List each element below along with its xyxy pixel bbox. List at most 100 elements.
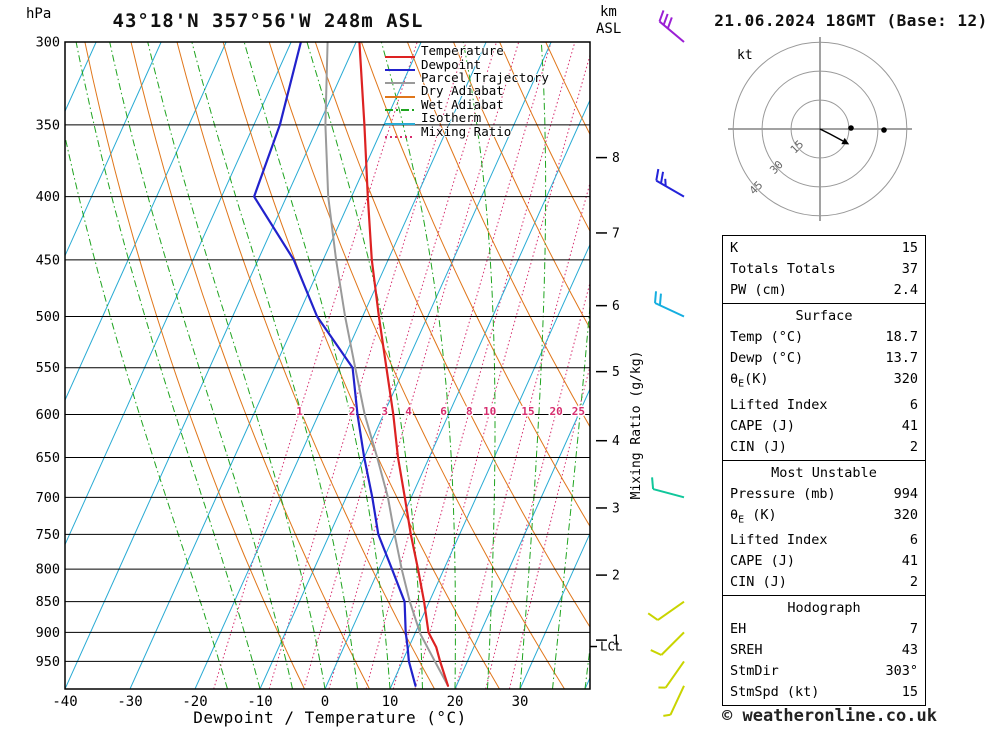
wind-barb [650,631,685,656]
dry-adiabat-line [499,42,590,233]
wind-barb-staff [657,600,685,621]
table-row: Dewp (°C) 13.7 [730,348,918,369]
dry-adiabat-line [453,42,590,330]
pressure-tick-label: 600 [36,407,60,423]
wind-barb-staff [664,660,685,689]
wind-barb-staff [652,488,685,499]
legend-item-dry-adiabat: Dry Adiabat [385,83,549,99]
temp-tick-label: 10 [382,694,399,710]
hodograph-trace [819,128,844,142]
theta-unit: (K) [744,371,769,387]
page-title: 43°18'N 357°56'W 248m ASL [112,10,424,32]
pressure-tick-label: 800 [36,562,60,578]
row-value: 18.7 [885,329,918,345]
temperature-axis-label: Dewpoint / Temperature (°C) [193,708,467,727]
row-value: 41 [901,417,918,434]
mixing-ratio-line [392,42,576,689]
pressure-tick-label: 400 [36,189,60,205]
mixing-ratio-axis-label: Mixing Ratio (g/kg) [629,350,644,500]
legend-swatch-svg [385,95,415,98]
row-value: 2 [909,438,918,455]
wind-barb-tick [660,171,665,184]
pressure-tick-label: 850 [36,594,60,610]
mixing-ratio-line [268,42,467,689]
wind-barb-tick [662,13,669,26]
row-label: EH [730,621,747,638]
theta-symbol: θ [730,371,739,387]
isotherm-line [389,243,590,689]
isotherm-line [194,42,487,689]
table-row: CAPE (J) 41 [730,551,918,572]
row-label: StmDir [730,663,779,680]
hodograph-ring [761,70,879,188]
legend-swatch-dry-adiabat [385,88,415,98]
theta-subscript: E [738,378,745,390]
legend-swatch-svg [385,55,415,58]
legend-item-isotherm: Isotherm [385,110,549,126]
wind-barb-tick [650,649,662,656]
legend-swatch-svg [385,82,415,85]
pressure-tick-label: 450 [36,252,60,268]
legend-swatch-dewpoint [385,61,415,72]
row-label: SREH [730,642,763,659]
isotherm-line [454,387,590,689]
table-row: θE(K) 320 [730,369,918,395]
table-row: Pressure (mb) 994 [730,484,918,505]
wind-barb [658,10,685,43]
row-value: 13.7 [885,350,918,366]
dry-adiabat-line [406,42,590,428]
table-row: CIN (J) 2 [730,437,918,458]
wind-barb [655,168,685,198]
isotherm-line [519,532,590,689]
table-row: Lifted Index 6 [730,395,918,416]
mixing-ratio-line [414,53,590,689]
table-row: θE (K) 320 [730,505,918,531]
wind-barb-tick [663,713,671,717]
pressure-tick-label: 950 [36,654,60,670]
temp-tick-label: -40 [52,694,77,710]
row-label: θE (K) [730,505,777,531]
row-value: 41 [901,553,918,570]
mixing-ratio-line [328,42,520,689]
temperature-curve [358,42,450,687]
table-row: Lifted Index 6 [730,530,918,551]
row-value: 303° [885,663,918,680]
table-row: StmSpd (kt) 15 [730,682,918,703]
km-tick-label: 8 [612,151,620,166]
panel-title: Hodograph [787,600,861,617]
table-row: Temp (°C) 18.7 [730,327,918,348]
dry-adiabat-line [314,42,590,629]
panel-title: Most Unstable [771,464,877,481]
mixing-ratio-label: 25 [572,405,585,418]
pressure-tick-label: 650 [36,450,60,466]
wind-barb-tick [651,477,655,490]
mixing-ratio-label: 4 [405,405,412,418]
pressure-axis-unit: hPa [26,6,52,22]
legend-label: Isotherm [421,110,482,126]
legend-label: Parcel Trajectory [421,69,549,85]
row-value: 6 [909,396,918,413]
hodograph-arrowhead [841,137,850,145]
panel-surface: Surface Temp (°C) 18.7 Dewp (°C) 13.7 θE(K… [722,303,926,461]
row-label: Totals Totals [730,261,836,277]
row-label: Temp (°C) [730,329,804,345]
legend-swatch-temperature [385,48,415,58]
legend-swatch-isotherm [385,115,415,125]
height-axis-unit-km: km [600,4,617,20]
wet-adiabat-line [584,644,590,689]
row-value: 320 [893,506,918,523]
wind-barb-tick [658,10,665,22]
row-value: 994 [893,485,918,502]
legend-item-temperature: Temperature [385,43,549,59]
legend-label: Dry Adiabat [421,83,504,99]
legend-swatch-svg [385,136,415,139]
legend-swatch-svg [385,109,415,112]
legend-label: Temperature [421,43,504,59]
mixing-ratio-line [213,42,418,689]
isotherm-line [65,42,227,402]
pressure-tick-label: 900 [36,625,60,641]
temp-tick-label: 0 [321,694,329,710]
height-axis-unit-asl: ASL [596,21,622,37]
mixing-ratio-label: 6 [440,405,447,418]
row-value: 43 [901,642,918,659]
